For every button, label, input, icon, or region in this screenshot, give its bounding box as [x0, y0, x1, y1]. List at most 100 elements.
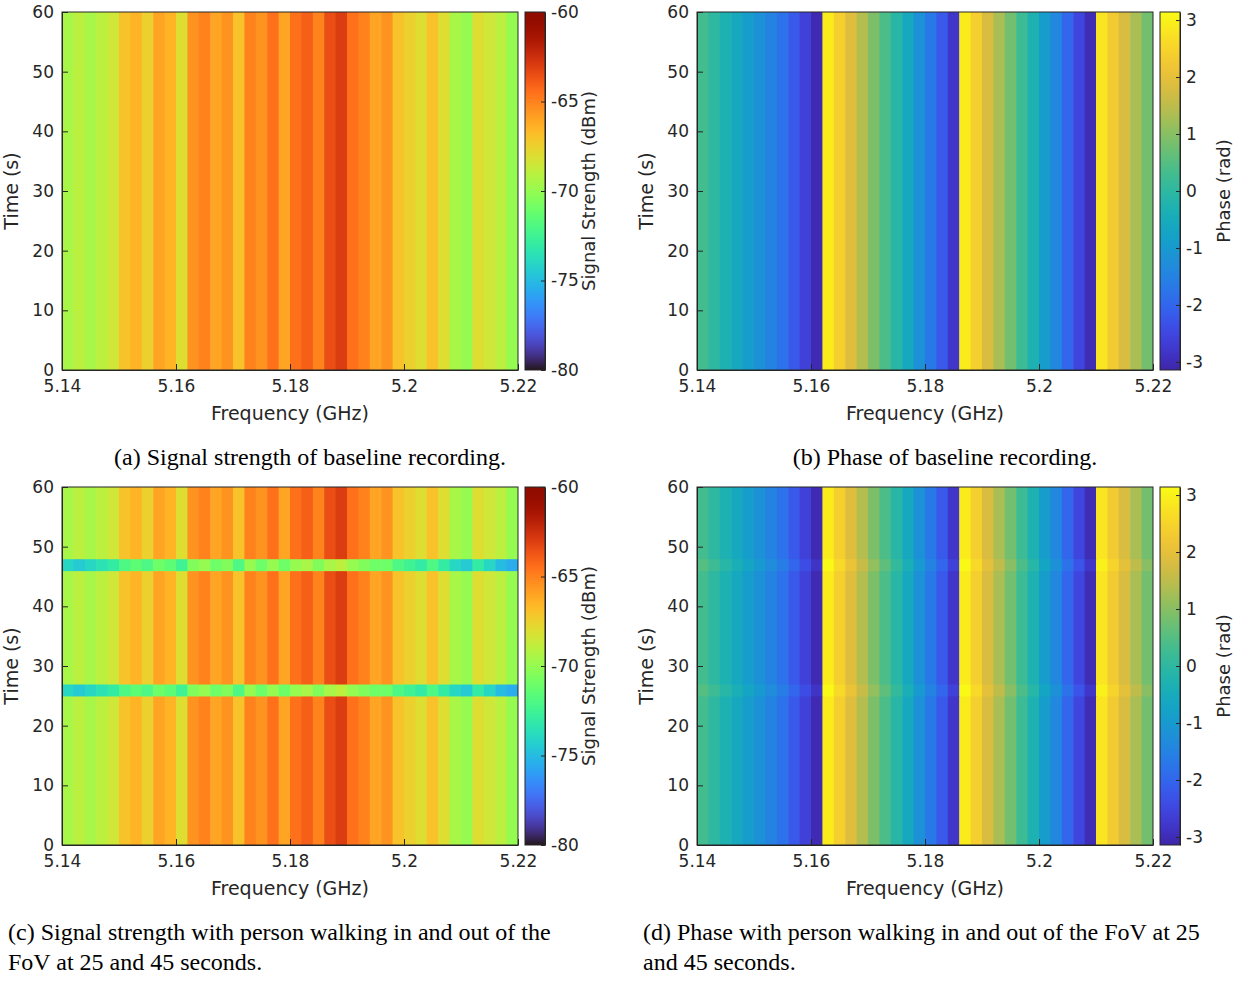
heatmap-cell [1062, 12, 1074, 370]
heatmap-cell [811, 12, 823, 370]
heatmap-cell [244, 487, 256, 559]
axis-line [1180, 13, 1181, 371]
heatmap-cell [765, 571, 777, 685]
heatmap-cell [1096, 684, 1108, 697]
heatmap-cell [313, 12, 325, 370]
heatmap-cell [358, 487, 370, 559]
tick: -80 [541, 360, 579, 380]
colorbar: -3-2-10123Phase (rad) [1160, 485, 1234, 847]
heatmap-cell [119, 696, 131, 845]
heatmap-cell [891, 684, 903, 697]
heatmap-cell [119, 559, 131, 572]
heatmap-cell [1107, 571, 1119, 685]
heatmap-cell [902, 487, 914, 559]
heatmap-cell [187, 571, 199, 685]
heatmap-cell [427, 12, 439, 370]
heatmap-cell [507, 559, 518, 572]
tick: 60 [32, 2, 68, 22]
colorbar-gradient [525, 487, 545, 845]
heatmap-cell [1130, 696, 1142, 845]
heatmap-cell [971, 696, 983, 845]
heatmap-cell [708, 684, 720, 697]
axis: 5.145.165.185.25.22 [44, 364, 538, 396]
tick-mark [1176, 609, 1180, 610]
heatmap-cell [165, 696, 177, 845]
heatmap-cell [765, 487, 777, 559]
tick-mark [697, 370, 703, 371]
heatmap-cell [982, 487, 994, 559]
axis-line [63, 845, 519, 846]
heatmap-cell [857, 559, 869, 572]
heatmap-cell [279, 487, 291, 559]
heatmap-cell [902, 559, 914, 572]
heatmap-cell [96, 684, 108, 697]
heatmap-cell [1096, 487, 1108, 559]
heatmap-cell [971, 487, 983, 559]
heatmap-cell [743, 571, 755, 685]
heatmap-cell [222, 684, 234, 697]
heatmap-cell [279, 684, 291, 697]
colorbar-gradient [1160, 12, 1180, 370]
heatmap-cell [1107, 559, 1119, 572]
tick-label: -60 [551, 477, 579, 497]
tick-label: 60 [667, 2, 689, 22]
heatmap-cell [96, 571, 108, 685]
heatmap-cell [404, 12, 416, 370]
heatmap-cell [495, 12, 507, 370]
heatmap-cell [720, 12, 732, 370]
tick-mark [541, 191, 545, 192]
heatmap-cell [959, 12, 971, 370]
heatmap-cell [868, 559, 880, 572]
heatmap-cell [495, 559, 507, 572]
heatmap-cell [1050, 12, 1062, 370]
tick: 5.16 [158, 839, 196, 871]
heatmap-cell [811, 696, 823, 845]
heatmap-cell [472, 12, 484, 370]
tick-label: 50 [32, 537, 54, 557]
heatmap-cell [902, 696, 914, 845]
tick-label: 5.22 [1135, 851, 1173, 871]
tick: 60 [32, 477, 68, 497]
axis: -80-75-70-65-60 [541, 2, 579, 380]
heatmap-cell [461, 571, 473, 685]
axis: 5.145.165.185.25.22 [679, 364, 1173, 396]
heatmap-cell [936, 559, 948, 572]
heatmap-cell [370, 684, 382, 697]
tick: 5.2 [1026, 364, 1053, 396]
tick-label: 5.18 [272, 851, 310, 871]
heatmap-cell [495, 487, 507, 559]
heatmap-cell [495, 696, 507, 845]
heatmap-cell [1096, 696, 1108, 845]
heatmap-cell [484, 487, 496, 559]
tick-label: 3 [1186, 485, 1197, 505]
heatmap-cell [720, 571, 732, 685]
heatmap-cell [731, 487, 743, 559]
heatmap-cell [1016, 12, 1028, 370]
plot-frame [697, 12, 1153, 370]
tick-mark [290, 364, 291, 370]
heatmap-cell [153, 487, 165, 559]
tick-label: 0 [678, 835, 689, 855]
heatmap-cell [936, 684, 948, 697]
heatmap-cell [891, 12, 903, 370]
tick: -70 [541, 181, 579, 201]
tick-label: 20 [32, 716, 54, 736]
tick: 2 [1176, 542, 1197, 562]
heatmap-cell [879, 487, 891, 559]
heatmap-cell [743, 487, 755, 559]
heatmap-cell [720, 684, 732, 697]
heatmap-cell [1050, 696, 1062, 845]
tick-label: 5.22 [500, 851, 538, 871]
heatmap-cell [450, 559, 462, 572]
tick-mark [1039, 839, 1040, 845]
heatmap-cell [822, 696, 834, 845]
heatmap-cell [222, 12, 234, 370]
tick-mark [404, 364, 405, 370]
tick-mark [62, 487, 68, 488]
heatmap-cell [891, 696, 903, 845]
heatmap-cell [96, 559, 108, 572]
tick: 5.16 [158, 364, 196, 396]
tick-label: 0 [43, 360, 54, 380]
heatmap-cell [1096, 559, 1108, 572]
heatmap-cell [697, 571, 709, 685]
